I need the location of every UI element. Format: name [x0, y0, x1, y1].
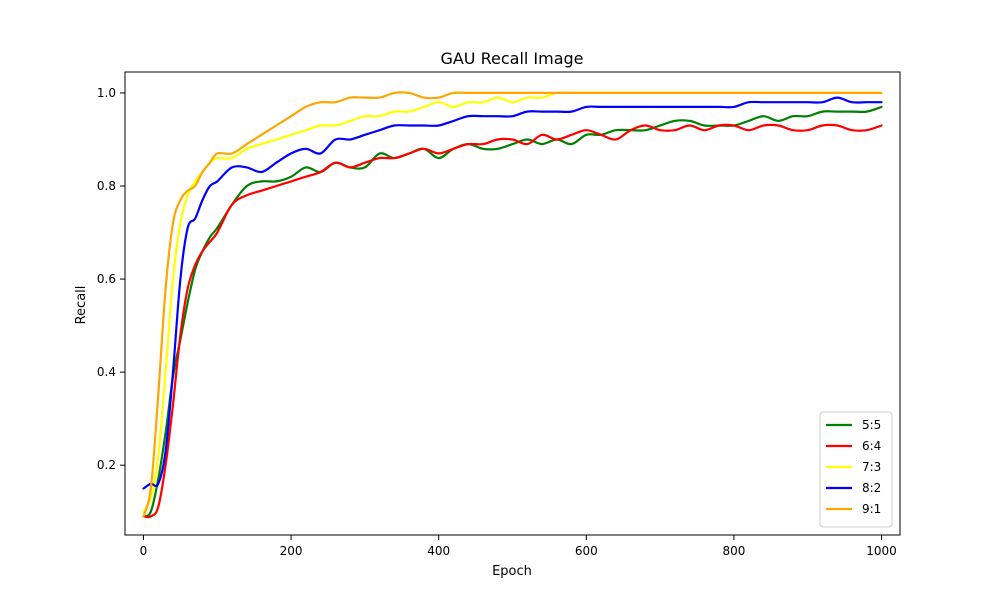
series-line-5-5 [142, 105, 883, 518]
series-line-6-4 [142, 123, 883, 519]
y-tick-label: 0.2 [97, 458, 116, 472]
y-tick-label: 0.6 [97, 272, 116, 286]
legend-box [819, 411, 893, 528]
series-line-9-1 [142, 91, 883, 518]
legend-label: 5:5 [862, 418, 881, 432]
y-tick-label: 0.8 [97, 179, 116, 193]
legend-label: 7:3 [862, 460, 881, 474]
x-axis-label: Epoch [492, 564, 532, 579]
chart-title: GAU Recall Image [440, 49, 583, 68]
y-axis-label: Recall [74, 286, 89, 325]
y-tick-label: 0.4 [97, 365, 116, 379]
x-tick-label: 800 [722, 544, 745, 558]
legend-label: 8:2 [862, 481, 881, 495]
x-tick-label: 200 [280, 544, 303, 558]
axes-frame [124, 71, 901, 536]
plot-area: 0 200 400 600 800 1000 0.2 0.4 0.6 0.8 1.0 [97, 71, 901, 558]
legend-label: 9:1 [862, 502, 881, 516]
y-tick-label: 1.0 [97, 86, 116, 100]
x-tick-label: 600 [575, 544, 598, 558]
legend: 5:5 6:4 7:3 8:2 9:1 [819, 411, 893, 528]
x-tick-label: 1000 [866, 544, 897, 558]
x-tick-label: 400 [427, 544, 450, 558]
series-line-8-2 [142, 96, 883, 490]
legend-label: 6:4 [862, 439, 881, 453]
x-tick-label: 0 [140, 544, 148, 558]
